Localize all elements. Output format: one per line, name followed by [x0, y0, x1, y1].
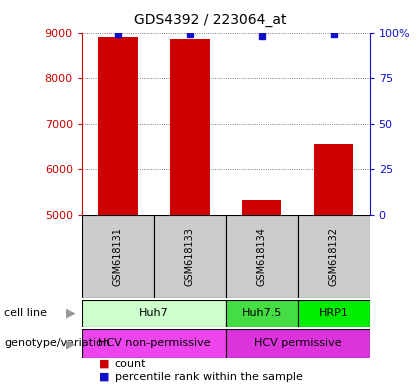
Text: ▶: ▶ — [66, 307, 75, 320]
Bar — [226, 329, 370, 358]
Bar — [226, 215, 298, 298]
Text: HRP1: HRP1 — [319, 308, 349, 318]
Text: genotype/variation: genotype/variation — [4, 338, 110, 349]
Bar — [226, 300, 298, 327]
Text: cell line: cell line — [4, 308, 47, 318]
Bar — [82, 215, 154, 298]
Bar — [98, 37, 138, 215]
Bar — [242, 200, 281, 215]
Bar — [314, 144, 353, 215]
Text: GSM618134: GSM618134 — [257, 227, 267, 286]
Bar — [154, 215, 226, 298]
Bar — [170, 38, 210, 215]
Text: HCV non-permissive: HCV non-permissive — [97, 338, 210, 349]
Text: percentile rank within the sample: percentile rank within the sample — [115, 372, 302, 382]
Text: ■: ■ — [99, 359, 109, 369]
Text: GSM618133: GSM618133 — [185, 227, 195, 286]
Bar — [82, 329, 226, 358]
Text: Huh7.5: Huh7.5 — [241, 308, 282, 318]
Text: GDS4392 / 223064_at: GDS4392 / 223064_at — [134, 13, 286, 27]
Bar — [298, 300, 370, 327]
Text: count: count — [115, 359, 146, 369]
Text: Huh7: Huh7 — [139, 308, 169, 318]
Text: ▶: ▶ — [66, 337, 75, 350]
Text: HCV permissive: HCV permissive — [254, 338, 341, 349]
Bar — [82, 300, 226, 327]
Text: GSM618132: GSM618132 — [328, 227, 339, 286]
Text: ■: ■ — [99, 372, 109, 382]
Bar — [298, 215, 370, 298]
Text: GSM618131: GSM618131 — [113, 227, 123, 286]
